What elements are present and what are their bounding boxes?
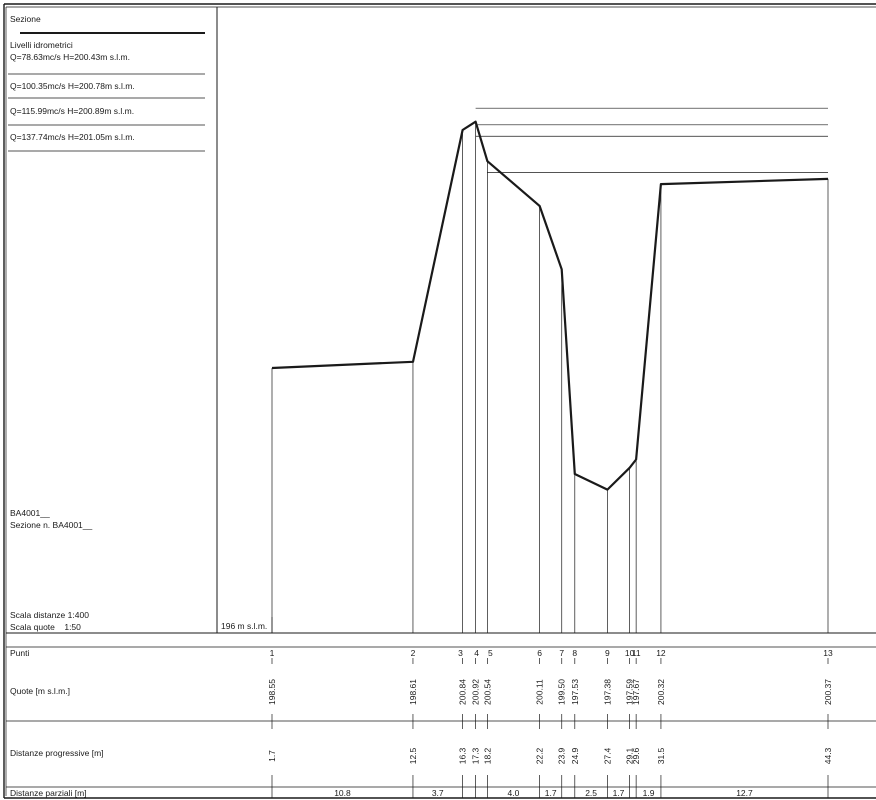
elevation-13: 200.37 [823, 679, 833, 705]
levels-heading: Livelli idrometrici [10, 40, 73, 50]
elevation-6: 200.11 [535, 679, 545, 705]
progressive-6: 22.2 [535, 747, 545, 764]
elevation-7: 199.50 [557, 679, 567, 705]
progressive-11: 29.6 [631, 747, 641, 764]
section-label: Sezione [10, 14, 41, 24]
point-id-10: 10 [625, 648, 635, 658]
point-id-5: 5 [488, 648, 493, 658]
progressive-8: 24.9 [570, 747, 580, 764]
progressive-10: 29.1 [625, 747, 635, 764]
partial-distance-11: 1.9 [643, 788, 655, 798]
section-code: BA4001__ [10, 508, 50, 518]
point-id-7: 7 [559, 648, 564, 658]
elevation-10: 197.59 [625, 679, 635, 705]
progressive-5: 18.2 [482, 747, 492, 764]
row-label-progressive: Distanze progressive [m] [10, 748, 104, 758]
scale-heights: Scala quote 1:50 [10, 622, 81, 632]
row-label-elevations: Quote [m s.l.m.] [10, 686, 70, 696]
water-level-label: Q=137.74mc/s H=201.05m s.l.m. [10, 132, 135, 142]
progressive-4: 17.3 [471, 747, 481, 764]
datum-label: 196 m s.l.m. [221, 621, 268, 631]
progressive-3: 16.3 [458, 747, 468, 764]
point-id-13: 13 [823, 648, 833, 658]
elevation-12: 200.32 [656, 679, 666, 705]
partial-distance-9: 1.7 [613, 788, 625, 798]
progressive-2: 12.5 [408, 747, 418, 764]
elevation-5: 200.54 [482, 679, 492, 705]
elevation-2: 198.61 [408, 679, 418, 705]
elevation-9: 197.38 [602, 679, 612, 705]
row-label-partial: Distanze parziali [m] [10, 788, 87, 798]
scale-distances: Scala distanze 1:400 [10, 610, 89, 620]
point-id-11: 11 [632, 648, 641, 658]
point-id-9: 9 [605, 648, 610, 658]
water-level-label: Q=100.35mc/s H=200.78m s.l.m. [10, 81, 135, 91]
elevation-4: 200.92 [471, 679, 481, 705]
legend-rules [8, 32, 205, 152]
partial-distance-8: 2.5 [585, 788, 597, 798]
point-id-4: 4 [474, 648, 479, 658]
point-id-6: 6 [537, 648, 542, 658]
point-id-1: 1 [270, 648, 275, 658]
progressive-12: 31.5 [656, 747, 666, 764]
water-level-label: Q=78.63mc/s H=200.43m s.l.m. [10, 52, 130, 62]
partial-distance-12: 12.7 [736, 788, 753, 798]
ground-profile-line [271, 120, 829, 491]
partial-distance-6: 1.7 [545, 788, 557, 798]
elevation-11: 197.67 [631, 679, 641, 705]
water-level-lines [475, 107, 828, 173]
progressive-9: 27.4 [602, 747, 612, 764]
partial-distance-5: 4.0 [508, 788, 520, 798]
water-level-label: Q=115.99mc/s H=200.89m s.l.m. [10, 106, 135, 116]
point-id-2: 2 [411, 648, 416, 658]
point-id-8: 8 [572, 648, 577, 658]
progressive-13: 44.3 [823, 747, 833, 764]
point-id-12: 12 [656, 648, 666, 658]
progressive-7: 23.9 [557, 747, 567, 764]
data-table: 1 198.55 1.7 2 198.61 12.5 3 200.84 16.3 4 200.92 1… [267, 648, 833, 798]
progressive-1: 1.7 [267, 750, 277, 762]
point-id-3: 3 [458, 648, 463, 658]
elevation-1: 198.55 [267, 679, 277, 705]
row-label-points: Punti [10, 648, 30, 658]
elevation-8: 197.53 [570, 679, 580, 705]
partial-distance-2: 3.7 [432, 788, 444, 798]
elevation-3: 200.84 [458, 679, 468, 705]
sheet-frame [3, 3, 876, 799]
point-verticals [271, 121, 829, 633]
section-name: Sezione n. BA4001__ [10, 520, 93, 530]
partial-distance-1: 10.8 [334, 788, 351, 798]
